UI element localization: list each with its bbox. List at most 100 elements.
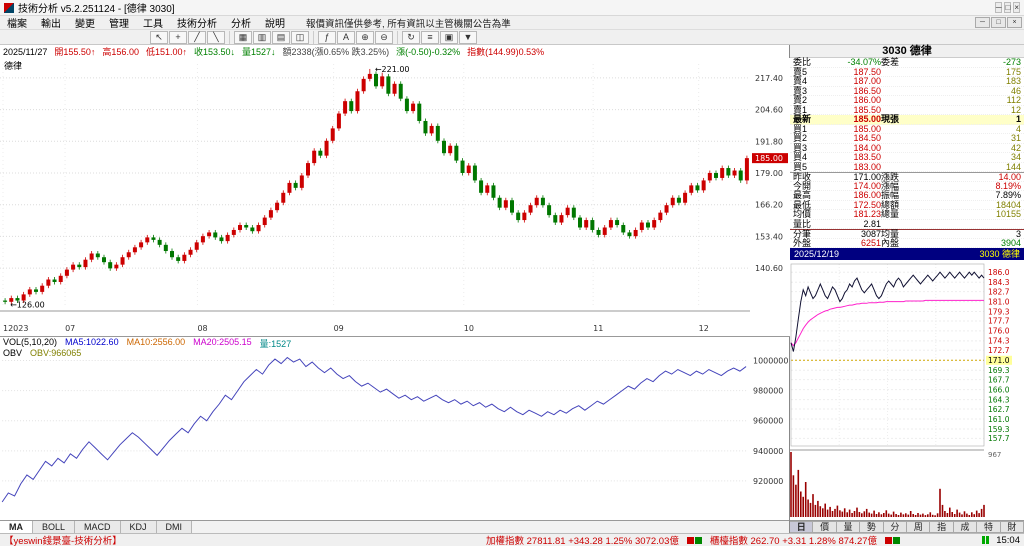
mdi-maximize-button[interactable]: □	[991, 17, 1006, 28]
quote-tab-1[interactable]: 價	[813, 521, 837, 533]
menu-item-管理[interactable]: 管理	[109, 19, 129, 30]
close-button[interactable]: ×	[1013, 2, 1020, 13]
bid-row[interactable]: 買5 183.00 144	[790, 162, 1024, 172]
toolbar-separator	[226, 30, 230, 44]
quote-tab-3[interactable]: 勢	[860, 521, 884, 533]
ask-row[interactable]: 賣2 186.00 112	[790, 96, 1024, 106]
stat-value: 171.00	[853, 172, 881, 182]
bid-volume: 34	[1010, 152, 1021, 162]
stat-label: 均價	[793, 209, 812, 219]
minimize-button[interactable]: ─	[994, 2, 1003, 13]
svg-text:177.7: 177.7	[988, 317, 1010, 326]
channel-line-icon[interactable]: ╲	[207, 30, 225, 44]
menu-item-技術分析[interactable]: 技術分析	[177, 19, 217, 30]
ask-level-label: 賣4	[793, 76, 808, 86]
toolbar-icons: ↖ + ╱ ╲ ▦ ▥ ▤ ◫ ƒ A ⊕ ⊖ ↻ ≡ ▣ ▼	[150, 30, 477, 44]
indicator-tab-dmi[interactable]: DMI	[157, 521, 193, 533]
mdi-close-button[interactable]: ×	[1007, 17, 1022, 28]
svg-text:169.3: 169.3	[988, 366, 1010, 375]
stat-label-2: 均量	[881, 229, 900, 239]
ask-level-label: 賣1	[793, 104, 808, 115]
svg-text:186.0: 186.0	[988, 268, 1010, 277]
stat-row[interactable]: 量比 2.81	[790, 218, 1024, 229]
stat-row[interactable]: 昨收 171.00 漲跌 14.00	[790, 172, 1024, 182]
bar-chart-icon[interactable]: ▥	[253, 30, 271, 44]
ratio-row[interactable]: 委比 -34.07% 委差 -273	[790, 58, 1024, 68]
ask-row[interactable]: 賣3 186.50 46	[790, 85, 1024, 96]
indicator-tab-boll[interactable]: BOLL	[33, 521, 76, 533]
ohlc-info-segment: 漲(-0.50)-0.32%	[396, 47, 461, 57]
menu-item-變更[interactable]: 變更	[75, 19, 95, 30]
indicator-tab-kdj[interactable]: KDJ	[121, 521, 157, 533]
stat-label: 今開	[793, 180, 812, 191]
svg-text:←126.00: ←126.00	[10, 300, 45, 309]
menu-item-工具[interactable]: 工具	[143, 19, 163, 30]
quote-tab-2[interactable]: 量	[836, 521, 861, 533]
quote-tab-8[interactable]: 特	[977, 521, 1001, 533]
quote-tab-0[interactable]: 日	[790, 521, 814, 533]
settings-icon[interactable]: ≡	[421, 30, 439, 44]
stat-row[interactable]: 今開 174.00 漲幅 8.19%	[790, 180, 1024, 191]
svg-text:←221.00: ←221.00	[375, 65, 410, 74]
menu-item-輸出[interactable]: 輸出	[41, 19, 61, 30]
quote-tab-9[interactable]: 財	[1000, 521, 1024, 533]
indicator-tab-ma[interactable]: MA	[0, 521, 33, 533]
svg-text:967: 967	[988, 451, 1001, 459]
stat-row[interactable]: 最低 172.50 總額 18404	[790, 199, 1024, 210]
stat-row[interactable]: 分筆 3087 均量 3	[790, 229, 1024, 239]
stat-value: 186.00	[853, 190, 881, 200]
select-arrow-icon[interactable]: ↖	[150, 30, 168, 44]
quote-tab-6[interactable]: 指	[930, 521, 954, 533]
zoom-in-icon[interactable]: ⊕	[356, 30, 374, 44]
menu-item-檔案[interactable]: 檔案	[7, 19, 27, 30]
indicator-formula-icon[interactable]: ƒ	[318, 30, 336, 44]
app-icon	[4, 2, 14, 13]
current-lot-label: 現張	[881, 114, 900, 124]
stat-value-2: 18404	[995, 199, 1021, 210]
stat-label-2: 漲跌	[881, 172, 900, 182]
bid-row[interactable]: 買4 183.50 34	[790, 153, 1024, 163]
ask-row[interactable]: 賣1 185.50 12	[790, 104, 1024, 115]
menu-item-分析[interactable]: 分析	[231, 19, 251, 30]
maximize-button[interactable]: □	[1004, 2, 1012, 13]
stat-value: 2.81	[863, 218, 881, 229]
zoom-out-icon[interactable]: ⊖	[375, 30, 393, 44]
trendline-icon[interactable]: ╱	[188, 30, 206, 44]
crosshair-icon[interactable]: +	[169, 30, 187, 44]
ask-row[interactable]: 賣5 187.50 175	[790, 67, 1024, 77]
bid-row[interactable]: 買2 184.50 31	[790, 134, 1024, 144]
bid-row[interactable]: 買1 185.00 4	[790, 124, 1024, 134]
daily-candlestick-chart[interactable]: 12023 07 08 09 10 11 12 217.40 204.60 191.80 179.0…	[0, 58, 790, 336]
refresh-icon[interactable]: ↻	[402, 30, 420, 44]
menu-item-說明[interactable]: 說明	[265, 19, 285, 30]
obv-indicator-chart[interactable]: 1000000 980000 960000 940000 920000	[0, 336, 790, 520]
svg-text:176.0: 176.0	[988, 327, 1010, 336]
indicator-tab-macd[interactable]: MACD	[75, 521, 121, 533]
grid-icon[interactable]: ▦	[234, 30, 252, 44]
ask-row[interactable]: 賣4 187.00 183	[790, 77, 1024, 87]
text-note-icon[interactable]: A	[337, 30, 355, 44]
quote-tab-4[interactable]: 分	[883, 521, 908, 533]
ohlc-info-segment: 開155.50↑	[54, 47, 96, 57]
compare-window-icon[interactable]: ◫	[291, 30, 309, 44]
ask-volume: 46	[1010, 85, 1021, 96]
stat-row[interactable]: 均價 181.23 總量 10155	[790, 210, 1024, 220]
dropdown-icon[interactable]: ▼	[459, 30, 477, 44]
stat-row[interactable]: 外盤 6251 內盤 3904	[790, 238, 1024, 248]
quote-tab-7[interactable]: 成	[953, 521, 978, 533]
last-price: 185.00	[853, 114, 881, 124]
last-price-row[interactable]: 最新 185.00 現張 1	[790, 115, 1024, 125]
menu-bar: 檔案 輸出 變更 管理 工具 技術分析 分析 說明 報價資訊僅供參考, 所有資訊以主管機關公告…	[0, 16, 1024, 30]
last-label: 最新	[793, 114, 812, 124]
quote-tab-5[interactable]: 周	[907, 521, 931, 533]
print-icon[interactable]: ▣	[440, 30, 458, 44]
intraday-chart[interactable]: 186.0184.3182.7181.0179.3177.7176.0174.3…	[790, 260, 1024, 520]
candle-chart-icon[interactable]: ▤	[272, 30, 290, 44]
stat-row[interactable]: 最高 186.00 振幅 7.89%	[790, 191, 1024, 201]
bid-row[interactable]: 買3 184.00 42	[790, 143, 1024, 153]
bid-price: 184.50	[853, 133, 881, 143]
svg-text:166.0: 166.0	[988, 385, 1010, 394]
stat-value-2: 10155	[995, 209, 1021, 219]
svg-text:179.3: 179.3	[988, 307, 1010, 316]
mdi-minimize-button[interactable]: ─	[975, 17, 990, 28]
